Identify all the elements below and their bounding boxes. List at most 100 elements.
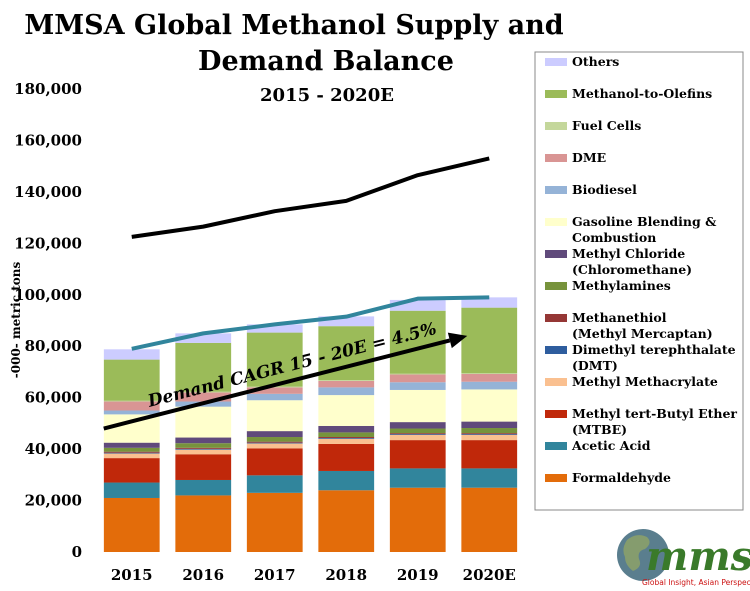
bar-segment xyxy=(318,490,375,552)
legend-label: (MTBE) xyxy=(572,422,627,437)
bar-segment xyxy=(318,437,375,439)
cagr-arrow xyxy=(103,338,451,431)
bar-segment xyxy=(461,468,518,488)
bar-segment xyxy=(246,443,303,449)
legend-item: Acetic Acid xyxy=(545,438,651,453)
y-tick-label: 20,000 xyxy=(25,492,82,510)
bar-segment xyxy=(103,482,160,498)
bar-segment xyxy=(318,380,375,381)
x-axis-ticks: 2015 2016 2017 2018 2019 2020E xyxy=(111,566,516,584)
legend-label: Methanol-to-Olefins xyxy=(572,86,712,101)
bar-segment xyxy=(246,324,303,333)
legend-label: Combustion xyxy=(572,230,656,245)
y-tick-label: 160,000 xyxy=(14,131,82,149)
trend-lines xyxy=(131,156,490,351)
bar-segment xyxy=(318,387,375,396)
bar-segment xyxy=(461,389,518,422)
bar-segment xyxy=(103,414,160,443)
bar-segment xyxy=(389,434,446,435)
legend-swatch xyxy=(545,442,567,450)
bar-segment xyxy=(175,449,232,455)
legend-item: Formaldehyde xyxy=(545,470,671,485)
bar-segment xyxy=(246,332,303,387)
legend-swatch xyxy=(545,58,567,66)
bar-segment xyxy=(175,342,232,392)
y-axis-ticks: 0 20,000 40,000 60,000 80,000 100,000 120,000 1… xyxy=(14,80,82,561)
bar-segment xyxy=(461,434,518,441)
legend-item: Biodiesel xyxy=(545,182,637,197)
x-tick-label: 2016 xyxy=(182,566,224,584)
bar-segment xyxy=(175,391,232,393)
bar-segment xyxy=(246,400,303,432)
legend-label: Formaldehyde xyxy=(572,470,671,485)
y-tick-label: 100,000 xyxy=(14,286,82,304)
chart-title-line-2: Demand Balance xyxy=(198,46,454,77)
legend-swatch xyxy=(545,186,567,194)
bar-segment xyxy=(246,387,303,394)
legend-swatch xyxy=(545,250,567,258)
y-tick-label: 80,000 xyxy=(25,337,82,355)
bar-segment xyxy=(318,432,375,438)
legend-box xyxy=(534,51,744,511)
bar-segment xyxy=(175,454,232,480)
legend-label: (Chloromethane) xyxy=(572,262,692,277)
bar-segment xyxy=(246,492,303,552)
legend-label: Others xyxy=(572,54,619,69)
bar-segment xyxy=(175,443,232,448)
bar-segment xyxy=(103,452,160,454)
globe-land-icon xyxy=(623,535,650,571)
legend-label: Methyl Chloride xyxy=(572,246,685,261)
legend-label: Methyl Methacrylate xyxy=(572,374,718,389)
y-tick-label: 40,000 xyxy=(25,440,82,458)
bar-segment xyxy=(246,475,303,493)
bar-segment xyxy=(103,442,160,448)
y-tick-label: 140,000 xyxy=(14,183,82,201)
bar-segment xyxy=(389,434,446,441)
cagr-arrow-head xyxy=(447,332,468,349)
logo-tagline: Global Insight, Asian Perspective xyxy=(642,578,750,587)
legend-label: Fuel Cells xyxy=(572,118,641,133)
legend-item: Fuel Cells xyxy=(545,118,641,133)
x-tick-label: 2017 xyxy=(254,566,296,584)
legend-label: Methyl tert-Butyl Ether xyxy=(572,406,737,421)
legend-swatch xyxy=(545,218,567,226)
bar-segment xyxy=(246,441,303,443)
legend-label: Gasoline Blending & xyxy=(572,214,717,229)
chart-subtitle: 2015 - 2020E xyxy=(260,85,394,106)
bar-segment xyxy=(175,333,232,343)
chart-title-line-1: MMSA Global Methanol Supply and xyxy=(24,10,563,41)
y-axis-label: -000- metric tons xyxy=(9,262,23,379)
bar-segment xyxy=(103,453,160,459)
bar-segment xyxy=(103,410,160,415)
legend-item: Dimethyl terephthalate(DMT) xyxy=(545,342,736,373)
bar-segment xyxy=(103,400,160,402)
bar-segment xyxy=(461,374,518,382)
bar-segment xyxy=(175,447,232,449)
legend-label: (Methyl Mercaptan) xyxy=(572,326,713,341)
bar-segment xyxy=(175,448,232,450)
legend-label: (DMT) xyxy=(572,358,618,373)
bar-segment xyxy=(389,487,446,552)
legend-item: Methanethiol(Methyl Mercaptan) xyxy=(545,310,713,341)
bar-segment xyxy=(389,468,446,488)
bar-segment xyxy=(389,440,446,469)
bar-segment xyxy=(318,470,375,491)
bar-segment xyxy=(318,425,375,433)
series-line xyxy=(131,295,490,351)
bar-segment xyxy=(461,297,518,308)
bar-segment xyxy=(461,440,518,469)
bar-segment xyxy=(103,401,160,411)
bar-segment xyxy=(246,437,303,442)
bar-segment xyxy=(389,422,446,429)
y-tick-label: 180,000 xyxy=(14,80,82,98)
bar-segment xyxy=(389,374,446,383)
x-tick-label: 2019 xyxy=(397,566,439,584)
legend-item: Methanol-to-Olefins xyxy=(545,86,712,101)
mmsa-logo: mmsa Global Insight, Asian Perspective xyxy=(617,529,750,587)
legend-swatch xyxy=(545,154,567,162)
legend-swatch xyxy=(545,410,567,418)
bar-segment xyxy=(175,392,232,402)
legend-item: Others xyxy=(545,54,619,69)
legend-item: DME xyxy=(545,150,606,165)
